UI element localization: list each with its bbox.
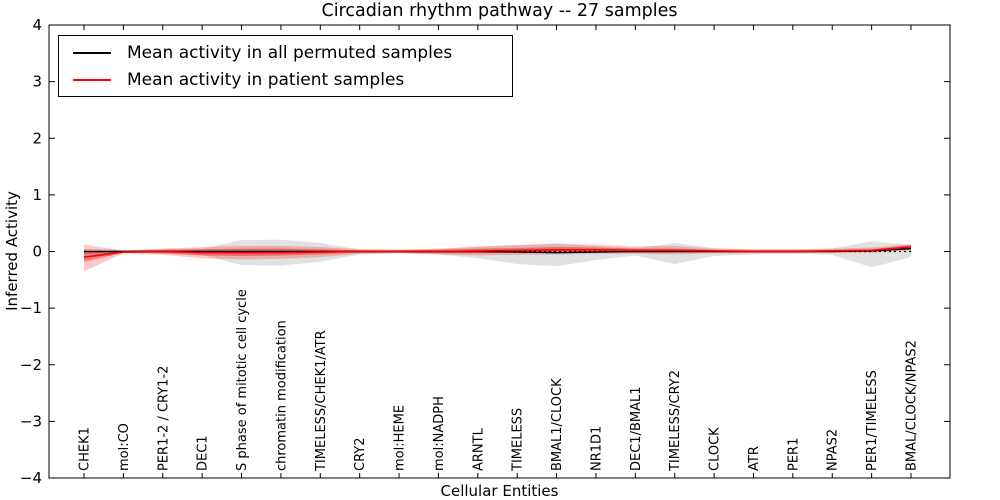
y-tick-label: 0	[32, 243, 42, 261]
y-tick-label: 3	[32, 73, 42, 91]
x-tick-label: ATR	[747, 446, 762, 471]
legend-label-patient: Mean activity in patient samples	[127, 69, 405, 90]
chart-title: Circadian rhythm pathway -- 27 samples	[321, 1, 678, 21]
y-tick-label: 1	[32, 186, 42, 204]
x-tick-label: BMAL/CLOCK/NPAS2	[905, 340, 920, 471]
x-tick-label: PER1/TIMELESS	[865, 370, 880, 471]
band-2	[84, 245, 911, 262]
x-tick-label: ARNTL	[471, 427, 486, 471]
x-tick-label: CRY2	[353, 438, 368, 472]
x-tick-label: PER1	[786, 438, 801, 471]
x-tick-label: CLOCK	[708, 427, 723, 471]
chart-legend: Mean activity in all permuted samples Me…	[58, 35, 513, 97]
y-tick-label: −1	[20, 299, 42, 317]
x-tick-label: TIMELESS/CHEK1/ATR	[314, 330, 329, 472]
x-tick-label: CHEK1	[78, 427, 93, 471]
y-tick-label: −3	[20, 412, 42, 430]
x-tick-label: mol:HEME	[393, 405, 408, 471]
x-tick-label: NR1D1	[589, 426, 604, 471]
band-0	[84, 239, 911, 268]
y-tick-label: 4	[32, 16, 42, 34]
x-tick-label: chromatin modification	[274, 320, 289, 471]
legend-label-permuted: Mean activity in all permuted samples	[127, 42, 453, 63]
legend-line-sample-black	[73, 51, 111, 54]
x-axis-label: Cellular Entities	[440, 482, 559, 500]
legend-entry-permuted: Mean activity in all permuted samples	[73, 43, 512, 63]
x-tick-label: NPAS2	[826, 429, 841, 471]
x-tick-label: mol:NADPH	[432, 396, 447, 471]
x-tick-label: BMAL1/CLOCK	[550, 378, 565, 471]
x-tick-label: PER1-2 / CRY1-2	[156, 366, 171, 471]
y-tick-label: −2	[20, 356, 42, 374]
x-tick-label: S phase of mitotic cell cycle	[235, 289, 250, 471]
x-tick-label: TIMELESS/CRY2	[668, 370, 683, 472]
legend-entry-patient: Mean activity in patient samples	[73, 70, 512, 90]
x-tick-label: TIMELESS	[511, 408, 526, 472]
y-tick-label: 2	[32, 129, 42, 147]
x-tick-label: DEC1	[196, 435, 211, 471]
series-line-1	[83, 246, 912, 258]
x-tick-label: DEC1/BMAL1	[629, 387, 644, 472]
x-tick-label: mol:CO	[117, 423, 132, 471]
legend-line-sample-red	[73, 78, 111, 81]
y-tick-label: −4	[20, 469, 42, 487]
